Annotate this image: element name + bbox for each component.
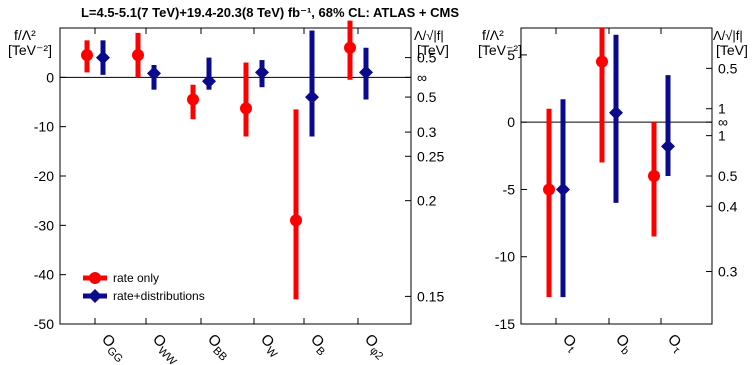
y-tick-label: -50 [34,316,54,332]
point-rate-distributions [556,182,570,197]
y-tick-label: -30 [34,217,54,233]
x-tick-label: OGG [96,331,131,365]
point-rate-only [132,49,144,62]
y2-tick-label: 1 [718,101,726,117]
y2-tick-label: 0.15 [417,288,444,304]
point-rate-distributions [202,74,216,89]
x-tick-label: Ob [610,331,637,358]
legend-label: rate+distributions [113,289,205,303]
point-rate-only [543,183,555,196]
y-axis-label: f/Λ² [14,27,36,43]
y2-axis-label: Λ/√|f| [414,28,444,43]
y2-tick-label: 0.4 [718,198,738,214]
x-tick-label: OWW [147,331,185,365]
y2-axis-unit: [TeV] [716,42,748,58]
y2-tick-label: 0.5 [417,89,437,105]
y-tick-label: -5 [503,181,516,197]
point-rate-distributions [147,66,161,81]
figure-title: L=4.5-5.1(7 TeV)+19.4-20.3(8 TeV) fb⁻¹, … [81,5,459,20]
x-tick-label: OBB [202,331,235,364]
y2-tick-label: 0.3 [718,264,738,280]
y-tick-label: 5 [507,47,515,63]
x-tick-label: Oφ2 [359,331,391,363]
y2-tick-label: ∞ [417,69,427,85]
y-tick-label: 0 [507,114,515,130]
y-tick-label: -40 [34,267,54,283]
x-tick-label: Oτ [662,331,688,357]
y2-tick-label: 0.3 [417,124,437,140]
y2-tick-label: 0.2 [417,193,437,209]
y-tick-label: -10 [495,249,515,265]
y-axis-label: f/Λ² [482,27,504,43]
y2-tick-label: ∞ [718,114,728,130]
y2-tick-label: 0.5 [417,50,437,66]
point-rate-only [648,170,660,182]
point-rate-distributions [661,139,675,154]
point-rate-only [81,49,93,62]
point-rate-distributions [96,50,110,65]
point-rate-only [596,55,608,68]
y-tick-label: -20 [34,168,54,184]
point-rate-only [290,214,302,227]
point-rate-distributions [305,90,319,105]
y2-tick-label: 0.5 [718,168,738,184]
y2-tick-label: 0.25 [417,148,444,164]
y-axis-unit: [TeV⁻²] [8,42,52,58]
y-tick-label: 0 [46,69,54,85]
y2-tick-label: 1 [718,128,726,144]
legend-marker [89,272,101,284]
y2-axis-unit: [TeV] [417,42,449,58]
y2-axis-label: Λ/√|f| [713,28,743,43]
point-rate-distributions [359,65,373,80]
y-axis-unit: [TeV⁻²] [478,42,522,58]
point-rate-distributions [609,105,623,120]
legend-label: rate only [113,271,159,285]
point-rate-only [187,93,199,106]
panel-right: 5 0 -5 -10 -15 0.5 1∞1 0.5 0.4 0.3 f/Λ²[TeV⁻²] Λ/√|… [478,27,748,358]
y-tick-label: -15 [495,316,515,332]
legend-marker [88,289,102,303]
point-rate-distributions [255,65,269,80]
x-tick-label: OW [255,331,285,361]
y-tick-label: -10 [34,119,54,135]
panel-left: 0 -10 -20 -30 -40 -50 0.5 ∞ 0.5 0.3 0.25 0.2 0.15 f/Λ… [8,20,449,365]
y2-tick-label: 0.5 [718,60,738,76]
point-rate-only [240,102,252,115]
point-rate-only [344,41,356,54]
x-tick-label: OB [305,331,333,359]
x-tick-label: Ot [557,331,582,356]
